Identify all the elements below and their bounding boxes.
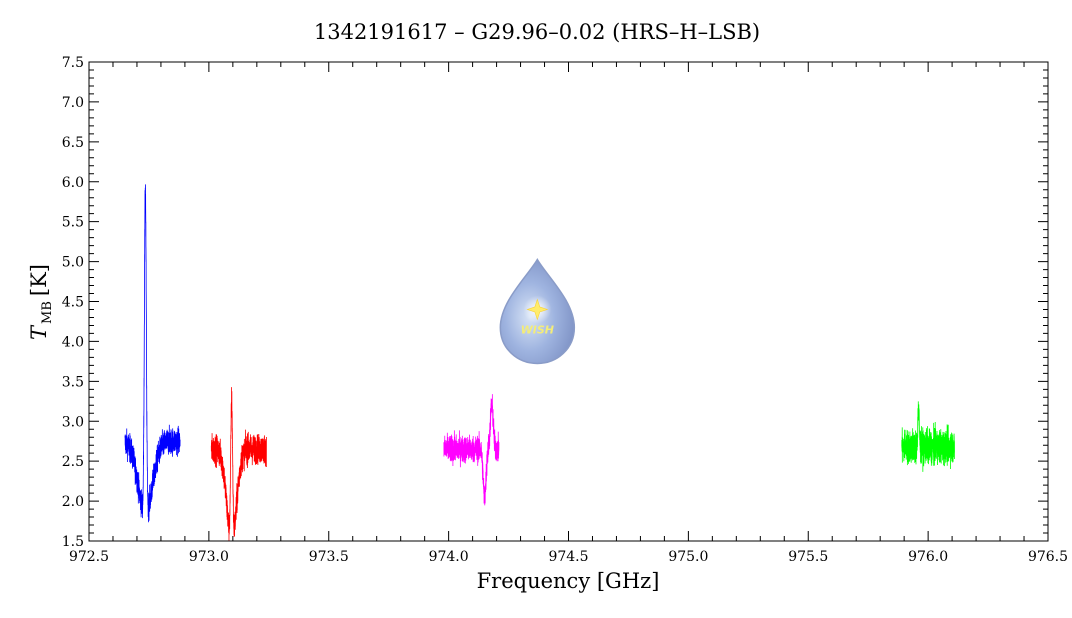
svg-text:TMB[K]: TMB [K] <box>27 264 55 340</box>
y-tick-label: 5.5 <box>62 215 84 231</box>
y-tick-label: 6.5 <box>62 135 84 151</box>
x-tick-label: 974.5 <box>548 549 588 565</box>
y-axis-label-subscript: MB <box>40 301 55 324</box>
y-tick-label: 7.0 <box>62 95 84 111</box>
y-axis-label-unit: [K] <box>27 264 51 296</box>
spectrum-series-4 <box>901 401 955 472</box>
x-tick-label: 975.5 <box>788 549 828 565</box>
y-tick-label: 4.0 <box>62 334 84 350</box>
x-tick-label: 976.0 <box>908 549 948 565</box>
plot-area <box>124 184 955 542</box>
y-tick-labels: 1.5 2.0 2.5 3.0 3.5 4.0 4.5 5.0 5.5 6.0 6.5 7.0 7.5 <box>62 55 84 550</box>
x-tick-label: 976.5 <box>1028 549 1068 565</box>
x-tick-label: 973.0 <box>189 549 229 565</box>
y-tick-label: 3.0 <box>62 414 84 430</box>
y-tick-label: 6.0 <box>62 175 84 191</box>
y-tick-label: 4.5 <box>62 295 84 311</box>
y-tick-label: 5.0 <box>62 255 84 271</box>
y-axis-label-symbol: T <box>27 324 51 340</box>
x-tick-labels: 972.5 973.0 973.5 974.0 974.5 975.0 975.5 976.0… <box>69 549 1068 565</box>
x-tick-label: 974.0 <box>429 549 469 565</box>
x-tick-label: 973.5 <box>309 549 349 565</box>
y-tick-label: 2.5 <box>62 454 84 470</box>
y-tick-label: 2.0 <box>62 494 84 510</box>
spectrum-series-2 <box>210 387 267 542</box>
chart-title: 1342191617 – G29.96–0.02 (HRS–H–LSB) <box>314 20 760 44</box>
y-tick-label: 7.5 <box>62 55 84 71</box>
x-tick-label: 972.5 <box>69 549 109 565</box>
y-tick-label: 1.5 <box>62 534 84 550</box>
axis-ticks <box>88 61 1049 542</box>
logo-text: WISH <box>521 323 554 336</box>
star-icon <box>526 298 549 321</box>
y-tick-label: 3.5 <box>62 374 84 390</box>
x-tick-label: 975.0 <box>668 549 708 565</box>
x-axis-label: Frequency [GHz] <box>477 569 660 593</box>
spectrum-series-1 <box>124 184 181 523</box>
y-axis-label: TMB [K] <box>27 264 55 340</box>
wish-logo: WISH <box>499 257 576 365</box>
spectrum-series-3 <box>443 394 500 506</box>
